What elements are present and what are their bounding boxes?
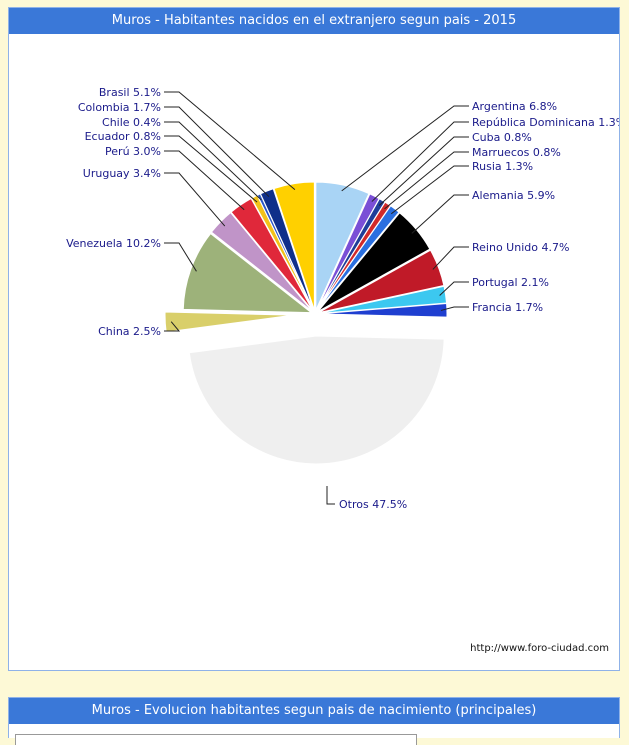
slice-label: República Dominicana 1.3%: [472, 116, 619, 129]
slice-leader-line: [326, 486, 335, 505]
slice-label: Reino Unido 4.7%: [472, 241, 569, 254]
slice-label: Brasil 5.1%: [99, 86, 161, 99]
pie-slice: [182, 232, 313, 314]
evolution-chart-frame: [15, 734, 417, 745]
slice-label: Chile 0.4%: [102, 116, 161, 129]
slice-leader-line: [164, 91, 296, 190]
source-credit: http://www.foro-ciudad.com: [470, 643, 609, 654]
slice-label: Uruguay 3.4%: [83, 167, 161, 180]
slice-leader-line: [164, 321, 181, 332]
slice-label: Rusia 1.3%: [472, 160, 533, 173]
slice-leader-line: [378, 136, 469, 206]
pie-slice: [164, 311, 294, 333]
slice-leader-line: [164, 242, 197, 272]
slice-leader-line: [384, 151, 469, 210]
slice-leader-line: [411, 194, 469, 234]
slice-label: Cuba 0.8%: [472, 131, 532, 144]
slice-label: Francia 1.7%: [472, 301, 543, 314]
slice-leader-line: [371, 121, 469, 202]
slice-label: China 2.5%: [98, 325, 161, 338]
pie-slice: [317, 205, 400, 312]
slice-leader-line: [440, 306, 469, 311]
pie-slice: [188, 335, 445, 465]
slice-leader-line: [164, 172, 226, 227]
slice-leader-line: [164, 150, 245, 211]
slice-leader-line: [164, 135, 258, 203]
pie-slice: [259, 188, 315, 311]
pie-slice: [210, 211, 313, 312]
pie-slice: [318, 302, 448, 318]
slice-label: Otros 47.5%: [339, 498, 407, 511]
evolution-chart-panel: Muros - Evolucion habitantes segun pais …: [8, 697, 620, 745]
slice-leader-line: [164, 106, 270, 198]
slice-label: Portugal 2.1%: [472, 276, 549, 289]
chart-title: Muros - Habitantes nacidos en el extranj…: [9, 8, 619, 34]
slice-leader-line: [164, 121, 262, 201]
pie-slice: [315, 181, 370, 311]
slice-leader-line: [439, 281, 469, 296]
slice-label: Argentina 6.8%: [472, 100, 557, 113]
slice-label: Perú 3.0%: [105, 145, 161, 158]
pie-slice: [273, 181, 315, 311]
pie-chart: Argentina 6.8% República Dominicana 1.3% C…: [66, 86, 619, 511]
slice-label: Ecuador 0.8%: [85, 130, 161, 143]
slice-leader-line: [341, 105, 469, 192]
slice-label: Colombia 1.7%: [78, 101, 161, 114]
pie-slice: [318, 249, 445, 314]
evolution-chart-title: Muros - Evolucion habitantes segun pais …: [9, 698, 619, 724]
slice-label: Marruecos 0.8%: [472, 146, 561, 159]
pie-chart-panel: Muros - Habitantes nacidos en el extranj…: [8, 7, 620, 671]
slice-leader-line: [432, 246, 469, 270]
slice-label: Alemania 5.9%: [472, 189, 555, 202]
slice-label: Venezuela 10.2%: [66, 237, 161, 250]
slice-leader-line: [390, 165, 469, 215]
